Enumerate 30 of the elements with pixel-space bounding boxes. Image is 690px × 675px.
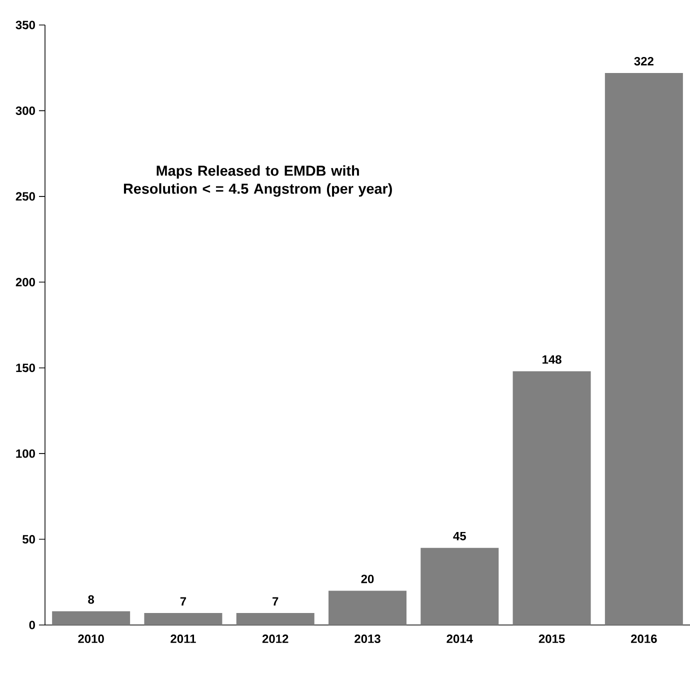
y-tick-label: 200 — [16, 278, 35, 286]
bar — [236, 613, 314, 625]
bar — [420, 548, 499, 625]
x-tick-label: 2013 — [354, 634, 380, 644]
x-tick-label: 2016 — [631, 634, 657, 644]
bar — [604, 72, 683, 625]
y-tick-label: 250 — [16, 192, 35, 201]
bar — [512, 371, 591, 625]
data-label: 148 — [542, 355, 562, 364]
data-label: 7 — [180, 597, 186, 606]
bar — [52, 611, 130, 625]
x-tick-label: 2012 — [262, 634, 288, 644]
bar — [328, 590, 406, 625]
y-tick-label: 50 — [22, 535, 35, 544]
data-label: 7 — [272, 597, 278, 606]
x-tick-label: 2011 — [170, 634, 196, 644]
y-tick-label: 350 — [16, 20, 35, 30]
data-label: 20 — [361, 574, 374, 584]
x-tick-label: 2015 — [538, 634, 565, 644]
data-label: 322 — [634, 56, 654, 66]
y-tick-label: 300 — [16, 106, 35, 115]
data-label: 8 — [88, 595, 94, 604]
bar — [144, 613, 222, 625]
y-tick-label: 150 — [16, 364, 35, 372]
x-tick-label: 2014 — [446, 634, 473, 644]
data-label: 45 — [453, 532, 466, 540]
text: Maps Released to EMDB with Resolution < = 4.5 Angstrom (per year) — [124, 165, 392, 197]
y-tick-label: 0 — [29, 620, 35, 630]
x-tick-label: 2010 — [78, 634, 104, 644]
y-tick-label: 100 — [16, 449, 35, 458]
